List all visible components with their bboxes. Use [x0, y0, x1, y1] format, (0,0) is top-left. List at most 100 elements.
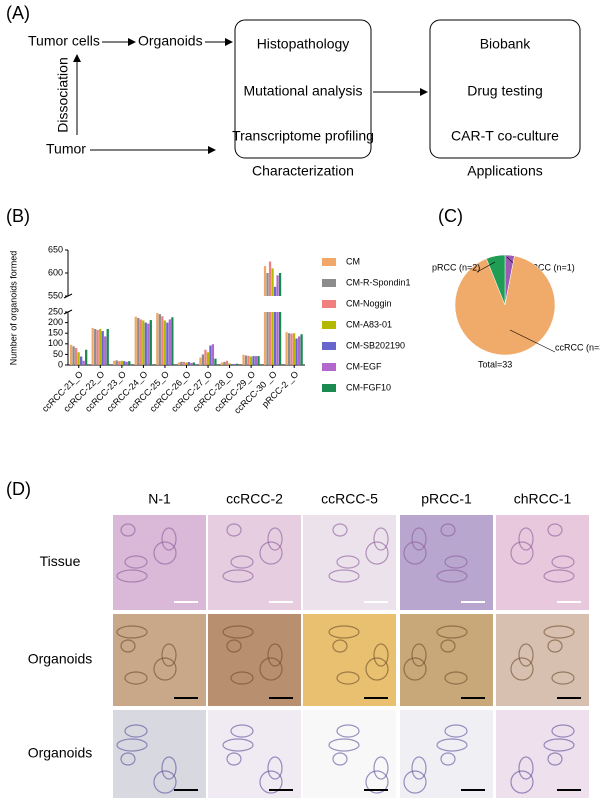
- texture: [267, 527, 283, 551]
- bar: [115, 360, 118, 365]
- bar: [120, 360, 123, 365]
- bar: [244, 355, 248, 365]
- bar: [94, 328, 97, 365]
- bar: [199, 357, 202, 365]
- bar: [249, 356, 253, 365]
- texture: [332, 752, 348, 766]
- bar: [113, 360, 116, 365]
- texture: [328, 738, 360, 752]
- bar: [204, 349, 207, 365]
- texture: [403, 657, 427, 681]
- panel-label: (D): [6, 479, 31, 499]
- bar: [268, 261, 272, 296]
- texture: [124, 671, 148, 685]
- panel-label: (A): [6, 3, 30, 23]
- texture: [267, 643, 283, 667]
- tumor: Tumor: [46, 141, 86, 157]
- texture: [336, 671, 360, 685]
- texture: [436, 625, 468, 639]
- bar: [144, 322, 147, 365]
- texture: [259, 770, 283, 794]
- texture: [436, 569, 468, 583]
- micrograph: [400, 710, 493, 798]
- bar: [182, 361, 185, 365]
- bar: [161, 316, 164, 365]
- bar: [99, 328, 102, 365]
- pie-label: ccRCC (n=30): [555, 342, 600, 352]
- texture: [365, 657, 389, 681]
- dissociation: Dissociation: [55, 57, 71, 132]
- bar: [187, 362, 191, 365]
- bar: [223, 361, 226, 365]
- row-label: Organoids: [28, 651, 93, 667]
- box-item: Histopathology: [257, 36, 350, 52]
- pie-label: chRCC (n=1): [522, 262, 575, 272]
- bar: [123, 361, 126, 365]
- bar: [168, 319, 171, 365]
- bar: [190, 362, 193, 365]
- bar: [278, 312, 282, 365]
- bar: [292, 333, 296, 365]
- box-item: Drug testing: [467, 83, 542, 99]
- bar: [225, 360, 229, 365]
- box-item: Mutational analysis: [243, 83, 362, 99]
- pie-label: pRCC (n=2): [432, 262, 480, 272]
- box-item: Biobank: [480, 36, 532, 52]
- texture: [518, 527, 534, 551]
- legend-label: CM: [346, 256, 360, 266]
- bar: [228, 363, 231, 365]
- bar: [192, 362, 196, 365]
- texture: [403, 770, 427, 794]
- texture: [161, 643, 177, 667]
- bar: [268, 312, 272, 365]
- bar: [266, 273, 269, 296]
- bar: [209, 345, 212, 365]
- bar: [77, 352, 80, 365]
- bar: [106, 328, 109, 365]
- bar: [263, 312, 267, 365]
- row-label: Tissue: [40, 553, 81, 569]
- bar: [85, 349, 88, 365]
- pie-note: Total=33: [478, 359, 512, 369]
- texture: [153, 657, 177, 681]
- bar: [290, 333, 293, 365]
- bar: [163, 320, 166, 365]
- bar: [96, 330, 99, 365]
- texture: [230, 555, 254, 569]
- pie-slice: [454, 255, 556, 356]
- bar: [230, 363, 234, 365]
- texture: [153, 541, 177, 565]
- texture: [120, 523, 136, 537]
- texture: [510, 657, 534, 681]
- bar: [273, 286, 277, 296]
- panel-label: (B): [6, 206, 30, 226]
- bar: [214, 358, 217, 365]
- texture: [543, 569, 575, 583]
- texture: [411, 527, 427, 551]
- texture: [336, 555, 360, 569]
- texture: [373, 643, 389, 667]
- texture: [328, 625, 360, 639]
- bar: [276, 275, 279, 296]
- texture: [222, 738, 254, 752]
- texture: [230, 724, 254, 738]
- bar: [149, 320, 152, 365]
- texture: [444, 671, 468, 685]
- micrograph: [496, 710, 589, 798]
- bar: [147, 323, 150, 365]
- texture: [365, 541, 389, 565]
- bar: [247, 355, 250, 365]
- texture: [373, 756, 389, 780]
- y-tick-label: 50: [53, 349, 63, 359]
- y-tick-label: 200: [48, 317, 63, 327]
- bar: [104, 336, 107, 365]
- legend-swatch: [322, 321, 336, 329]
- y-tick-label: 150: [48, 328, 63, 338]
- texture: [116, 625, 148, 639]
- bar: [220, 362, 224, 365]
- texture: [332, 639, 348, 653]
- bar: [128, 361, 131, 365]
- legend-swatch: [322, 258, 336, 266]
- box-title: Characterization: [252, 163, 354, 179]
- bar: [266, 312, 269, 365]
